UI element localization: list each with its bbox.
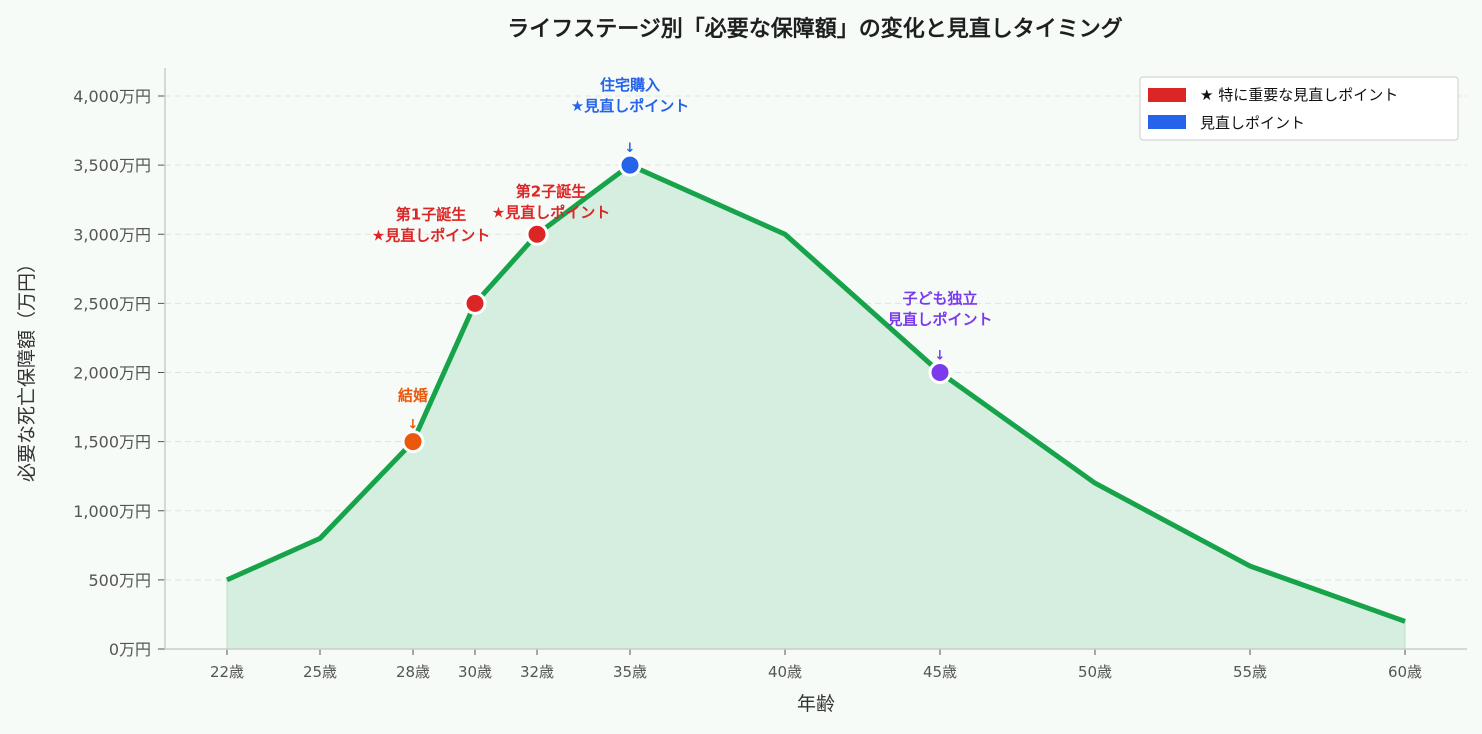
arrow-down-icon: ↓: [625, 141, 636, 156]
x-tick-label: 22歳: [210, 663, 244, 681]
legend-label-important: ★ 特に重要な見直しポイント: [1200, 86, 1398, 104]
legend-swatch-important: [1148, 88, 1186, 102]
y-axis-label: 必要な死亡保障額（万円）: [16, 254, 38, 482]
x-tick-label: 30歳: [458, 663, 492, 681]
y-tick-label: 1,500万円: [73, 433, 151, 452]
x-tick-label: 40歳: [768, 663, 802, 681]
data-point: [463, 291, 487, 315]
y-tick-label: 0万円: [109, 640, 151, 659]
y-tick-label: 4,000万円: [73, 87, 151, 106]
data-point: [525, 222, 549, 246]
annotation-label: 第1子誕生: [396, 205, 466, 223]
annotation-label: 結婚: [398, 387, 428, 405]
x-tick-label: 60歳: [1388, 663, 1422, 681]
x-tick-label: 35歳: [613, 663, 647, 681]
y-tick-label: 3,000万円: [73, 225, 151, 244]
arrow-down-icon: ↓: [408, 418, 419, 433]
data-point: [401, 430, 425, 454]
data-point: [618, 153, 642, 177]
annotation-label: ★見直しポイント: [571, 97, 689, 115]
y-tick-label: 3,500万円: [73, 156, 151, 175]
x-tick-label: 25歳: [303, 663, 337, 681]
annotation-label: 第2子誕生: [516, 182, 586, 200]
annotation-label: 子ども独立: [902, 290, 977, 308]
legend: ★ 特に重要な見直しポイント 見直しポイント: [1139, 76, 1459, 141]
annotation-label: 見直しポイント: [886, 311, 992, 329]
y-tick-label: 2,500万円: [73, 294, 151, 313]
legend-swatch-normal: [1148, 115, 1186, 129]
data-point: [928, 361, 952, 384]
y-tick-label: 500万円: [88, 571, 151, 590]
x-tick-label: 28歳: [396, 663, 430, 681]
arrow-down-icon: ↓: [935, 349, 946, 364]
annotation-label: ★見直しポイント: [372, 226, 490, 244]
x-tick-label: 45歳: [923, 663, 957, 681]
legend-box: [1139, 76, 1459, 141]
y-tick-label: 1,000万円: [73, 502, 151, 521]
x-axis-label: 年齢: [797, 693, 835, 715]
x-tick-label: 55歳: [1233, 663, 1267, 681]
chart-title: ライフステージ別「必要な保障額」の変化と見直しタイミング: [507, 16, 1123, 42]
annotation-label: 住宅購入: [600, 76, 660, 94]
annotation-label: ★見直しポイント: [492, 203, 610, 221]
x-tick-label: 50歳: [1078, 663, 1112, 681]
x-tick-label: 32歳: [520, 663, 554, 681]
legend-label-normal: 見直しポイント: [1200, 114, 1305, 132]
y-tick-label: 2,000万円: [73, 364, 151, 383]
